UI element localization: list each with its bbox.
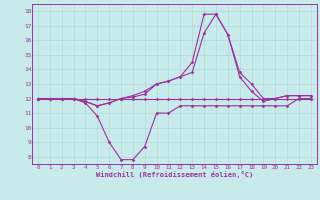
X-axis label: Windchill (Refroidissement éolien,°C): Windchill (Refroidissement éolien,°C) — [96, 171, 253, 178]
